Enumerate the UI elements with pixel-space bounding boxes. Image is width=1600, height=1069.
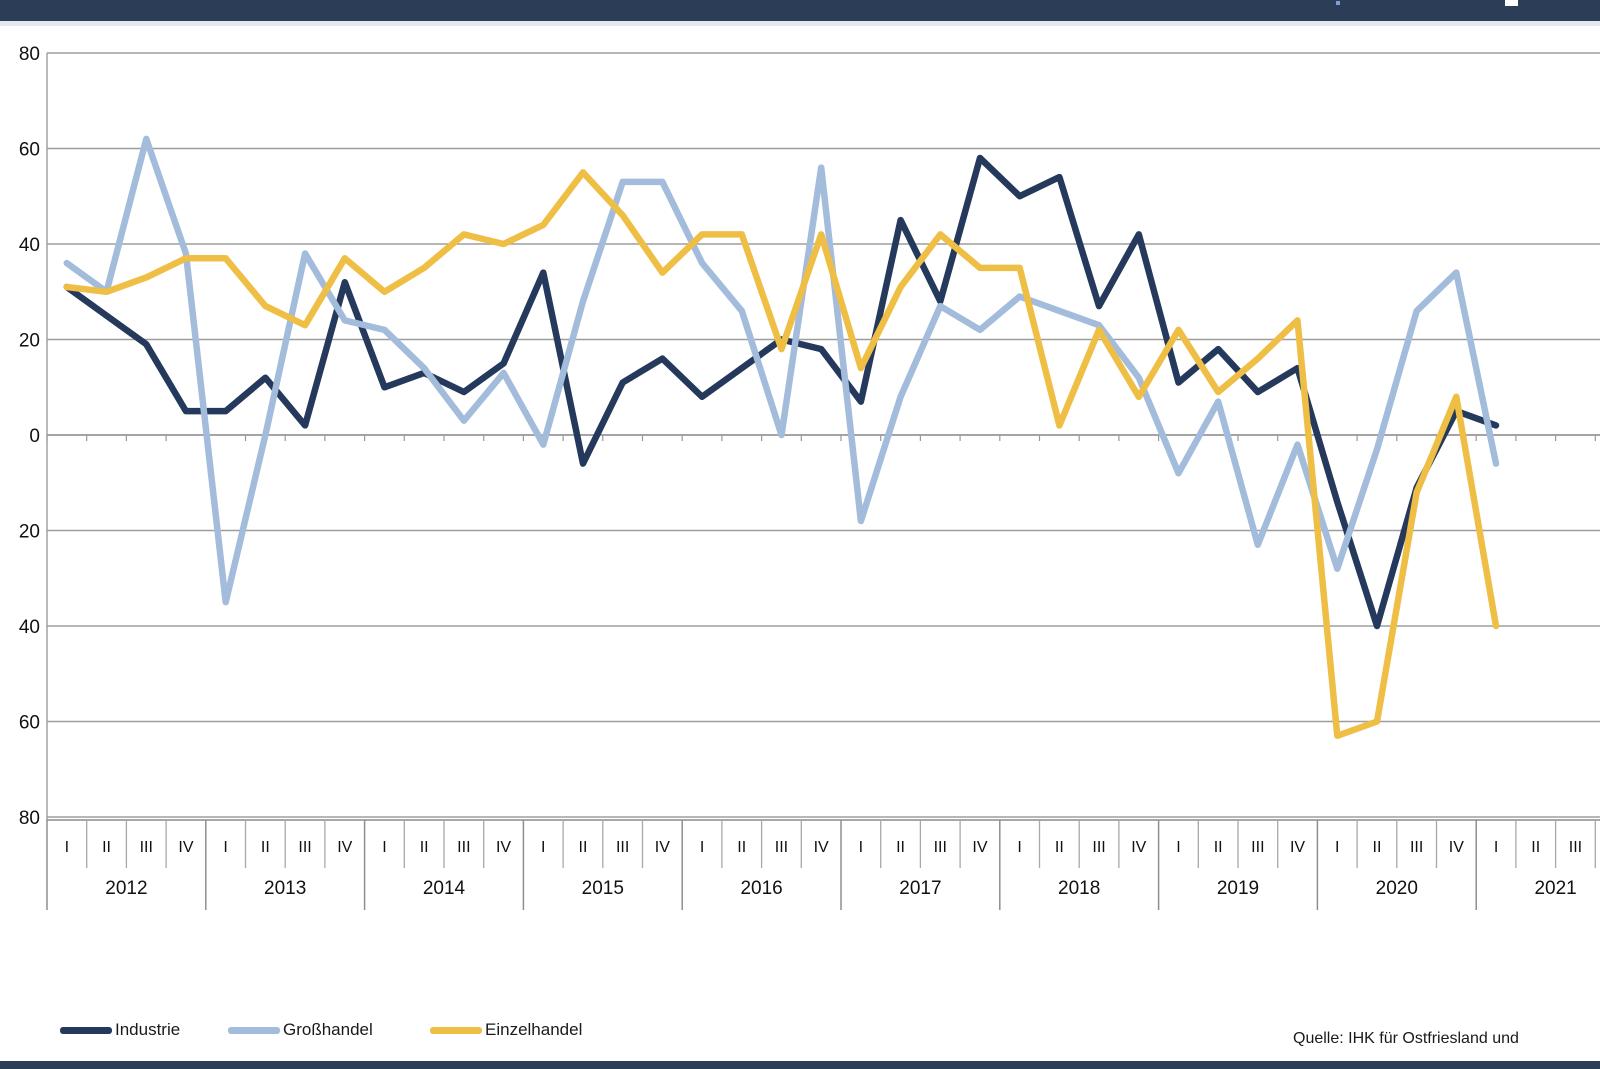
quarter-tick-label: II (420, 839, 429, 856)
quarter-tick-label: IV (1131, 839, 1146, 856)
quarter-tick-label: II (1373, 839, 1382, 856)
year-tick-label: 2013 (264, 878, 306, 899)
grosshandel-line-swatch (228, 1026, 280, 1034)
y-axis-tick-label: 80 (19, 808, 40, 829)
legend-item-industrie: Industrie (60, 1020, 180, 1040)
y-axis-tick-label: 40 (19, 617, 40, 638)
quarter-tick-label: IV (655, 839, 670, 856)
bottom-bar (0, 1061, 1600, 1069)
quarter-tick-label: II (261, 839, 270, 856)
quarter-tick-label: IV (814, 839, 829, 856)
toolbar-dot-fragment (1336, 1, 1340, 5)
quarter-tick-label: IV (496, 839, 511, 856)
quarter-tick-label: III (775, 839, 788, 856)
top-bar (0, 0, 1600, 21)
quarter-tick-label: II (1055, 839, 1064, 856)
quarter-tick-label: III (457, 839, 470, 856)
quarter-tick-label: I (1335, 839, 1339, 856)
quarter-tick-label: II (579, 839, 588, 856)
year-tick-label: 2015 (582, 878, 624, 899)
year-tick-label: 2020 (1376, 878, 1418, 899)
y-axis-tick-label: 0 (29, 426, 40, 447)
quarter-tick-label: III (298, 839, 311, 856)
year-tick-label: 2018 (1058, 878, 1100, 899)
quarter-tick-label: I (1494, 839, 1498, 856)
legend-label-einzelhandel: Einzelhandel (485, 1020, 583, 1039)
quarter-tick-label: I (1017, 839, 1021, 856)
quarter-tick-label: III (140, 839, 153, 856)
quarter-tick-label: I (541, 839, 545, 856)
quarter-tick-label: III (616, 839, 629, 856)
quarter-tick-label: I (1176, 839, 1180, 856)
quarter-tick-label: IV (972, 839, 987, 856)
legend-item-einzelhandel: Einzelhandel (430, 1020, 582, 1040)
quarter-tick-label: II (1214, 839, 1223, 856)
einzelhandel-line-swatch (430, 1026, 482, 1034)
chart-legend: Industrie Großhandel Einzelhandel (0, 1020, 1600, 1044)
legend-label-industrie: Industrie (115, 1020, 181, 1039)
y-axis-tick-label: 60 (19, 140, 40, 161)
year-tick-label: 2014 (423, 878, 466, 899)
quarter-tick-label: I (382, 839, 386, 856)
window-control-fragment (1505, 0, 1518, 6)
legend-item-grosshandel: Großhandel (228, 1020, 373, 1040)
quarter-tick-label: II (896, 839, 905, 856)
source-note: Quelle: IHK für Ostfriesland und (1293, 1030, 1519, 1047)
top-bar-shadow-strip (0, 21, 1600, 26)
y-axis-tick-label: 40 (19, 235, 40, 256)
quarter-tick-label: I (700, 839, 704, 856)
quarter-tick-label: III (1410, 839, 1423, 856)
quarter-tick-label: I (859, 839, 863, 856)
quarter-tick-label: IV (178, 839, 193, 856)
y-axis-tick-label: 60 (19, 713, 40, 734)
quarter-tick-label: III (1251, 839, 1264, 856)
year-tick-label: 2019 (1217, 878, 1259, 899)
quarter-tick-label: I (65, 839, 69, 856)
year-tick-label: 2016 (740, 878, 782, 899)
quarter-tick-label: III (1569, 839, 1582, 856)
series-line-industrie (63, 154, 1500, 630)
quarter-tick-label: II (1531, 839, 1540, 856)
quarter-tick-label: III (1092, 839, 1105, 856)
quarter-tick-label: III (934, 839, 947, 856)
series-line-grosshandel (63, 135, 1500, 606)
year-tick-label: 2017 (899, 878, 941, 899)
industrie-line-swatch (60, 1026, 112, 1034)
y-axis-tick-label: 20 (19, 522, 40, 543)
y-axis-tick-label: 20 (19, 331, 40, 352)
quarter-tick-label: II (737, 839, 746, 856)
quarter-tick-label: IV (337, 839, 352, 856)
quarter-tick-label: IV (1290, 839, 1305, 856)
year-tick-label: 2012 (105, 878, 147, 899)
series-line-einzelhandel (63, 169, 1500, 740)
quarter-tick-label: IV (1449, 839, 1464, 856)
year-tick-label: 2021 (1534, 878, 1576, 899)
y-axis-tick-label: 80 (19, 44, 40, 65)
legend-label-grosshandel: Großhandel (283, 1020, 373, 1039)
quarter-tick-label: I (223, 839, 227, 856)
quarter-tick-label: II (102, 839, 111, 856)
